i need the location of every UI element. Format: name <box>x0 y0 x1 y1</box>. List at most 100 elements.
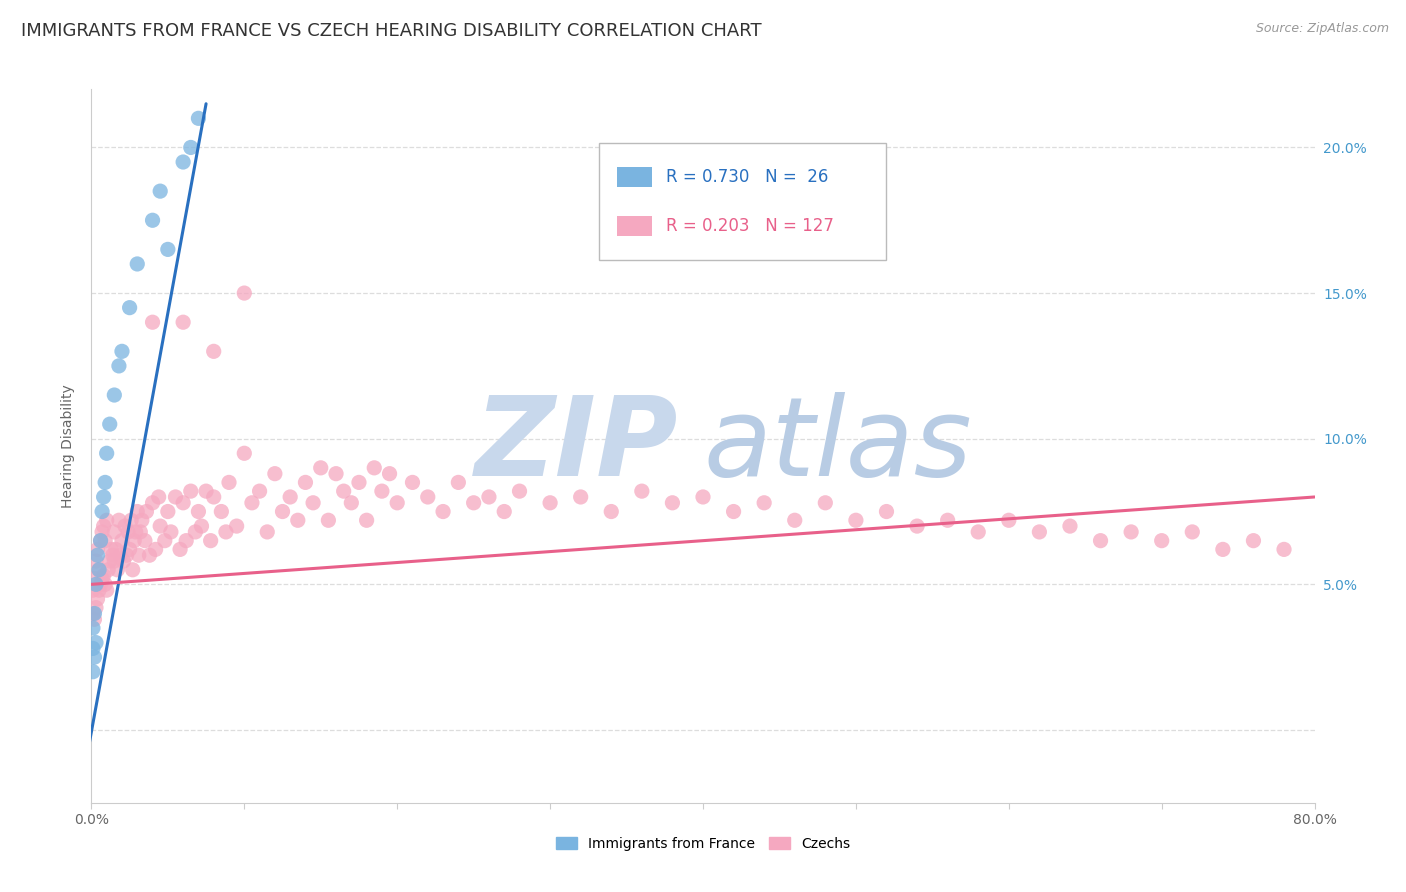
Point <box>141 496 163 510</box>
Point <box>184 524 207 539</box>
Point <box>84 577 107 591</box>
Y-axis label: Hearing Disability: Hearing Disability <box>62 384 76 508</box>
FancyBboxPatch shape <box>599 143 886 260</box>
Point <box>98 554 121 568</box>
Point <box>309 460 332 475</box>
Point <box>108 359 131 373</box>
Point <box>332 484 354 499</box>
Point <box>180 484 202 499</box>
Point <box>600 504 623 518</box>
Point <box>478 490 501 504</box>
Point <box>91 524 114 539</box>
Point <box>101 548 124 562</box>
Point <box>90 533 112 548</box>
Point <box>104 542 127 557</box>
Point <box>278 490 301 504</box>
Point <box>1059 519 1081 533</box>
Point <box>1212 542 1234 557</box>
Point <box>87 563 110 577</box>
Point <box>86 591 108 606</box>
Point <box>569 490 592 504</box>
Point <box>172 315 194 329</box>
Point <box>169 542 191 557</box>
Point <box>318 513 340 527</box>
Point <box>692 490 714 504</box>
Point <box>127 257 149 271</box>
Point <box>82 641 104 656</box>
Point <box>165 490 187 504</box>
Point <box>117 524 139 539</box>
Point <box>96 513 118 527</box>
Point <box>202 490 225 504</box>
Point <box>121 563 143 577</box>
Point <box>401 475 423 490</box>
Point <box>93 519 115 533</box>
Point <box>249 484 271 499</box>
Point <box>100 542 122 557</box>
Point <box>271 504 294 518</box>
Point <box>325 467 347 481</box>
Point <box>111 533 134 548</box>
Point <box>661 496 683 510</box>
Point <box>91 572 114 586</box>
Point <box>145 542 167 557</box>
Point <box>202 344 225 359</box>
Point <box>83 572 105 586</box>
Point <box>416 490 439 504</box>
Point <box>174 533 197 548</box>
Point <box>754 496 776 510</box>
Point <box>118 301 141 315</box>
Point <box>82 607 104 621</box>
Point <box>149 184 172 198</box>
Point <box>93 568 115 582</box>
Point <box>287 513 309 527</box>
Point <box>998 513 1021 527</box>
Point <box>90 577 112 591</box>
Point <box>148 490 170 504</box>
Point <box>138 548 160 562</box>
Point <box>172 496 194 510</box>
Point <box>256 524 278 539</box>
Point <box>83 612 105 626</box>
Point <box>103 554 125 568</box>
Point <box>447 475 470 490</box>
Point <box>96 583 118 598</box>
Point <box>86 548 108 562</box>
Point <box>156 243 179 257</box>
Point <box>131 513 153 527</box>
Point <box>218 475 240 490</box>
Point <box>463 496 485 510</box>
Point <box>103 524 125 539</box>
Point <box>141 315 163 329</box>
Point <box>82 583 104 598</box>
Point <box>141 213 163 227</box>
Point <box>180 140 202 154</box>
Point <box>91 504 114 518</box>
Point <box>83 607 105 621</box>
Point <box>200 533 222 548</box>
Point <box>125 524 148 539</box>
Point <box>363 460 385 475</box>
Point <box>160 524 183 539</box>
Point <box>118 542 141 557</box>
Point <box>1028 524 1050 539</box>
Point <box>1272 542 1295 557</box>
Point <box>94 475 117 490</box>
Point <box>209 504 232 518</box>
Point <box>82 665 104 679</box>
Point <box>631 484 654 499</box>
Point <box>134 533 156 548</box>
Point <box>94 533 117 548</box>
Point <box>347 475 370 490</box>
Point <box>115 548 138 562</box>
Point <box>385 496 409 510</box>
Point <box>845 513 868 527</box>
Point <box>82 621 104 635</box>
Point <box>120 513 142 527</box>
Point <box>294 475 316 490</box>
Point <box>195 484 218 499</box>
Point <box>84 554 107 568</box>
Point <box>93 490 115 504</box>
Point <box>1150 533 1173 548</box>
Point <box>98 417 121 432</box>
